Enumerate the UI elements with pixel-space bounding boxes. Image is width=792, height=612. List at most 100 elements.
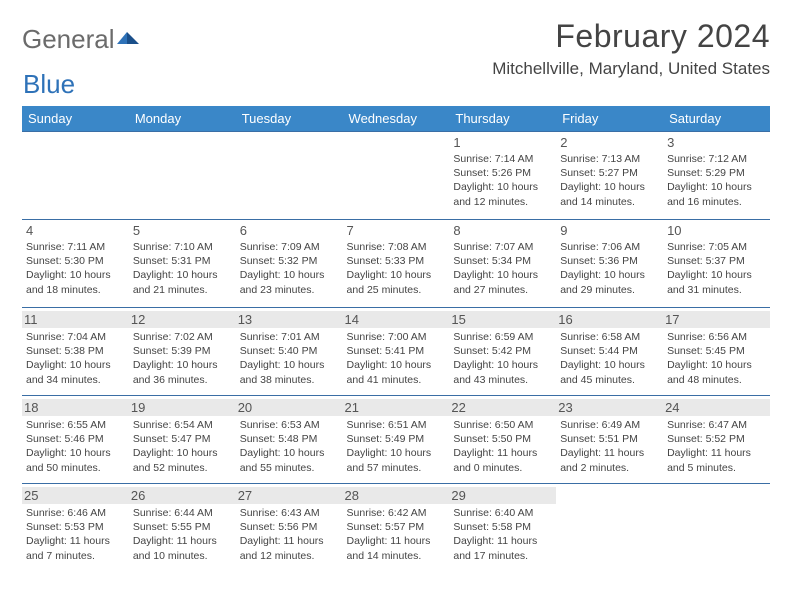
day-number: 18: [22, 399, 129, 416]
calendar-day: 26 Sunrise: 6:44 AMSunset: 5:55 PMDayligh…: [129, 484, 236, 572]
day-header-row: SundayMondayTuesdayWednesdayThursdayFrid…: [22, 106, 770, 132]
day-info: Sunrise: 7:01 AMSunset: 5:40 PMDaylight:…: [240, 330, 339, 387]
calendar-day: 24Sunrise: 6:47 AMSunset: 5:52 PMDayligh…: [663, 396, 770, 484]
day-info: Sunrise: 7:11 AMSunset: 5:30 PMDaylight:…: [26, 240, 125, 297]
day-number: 12: [129, 311, 236, 328]
calendar-day: 29 Sunrise: 6:40 AMSunset: 5:58 PMDayligh…: [449, 484, 556, 572]
day-info: Sunrise: 7:05 AMSunset: 5:37 PMDaylight:…: [667, 240, 766, 297]
day-info: Sunrise: 6:51 AMSunset: 5:49 PMDaylight:…: [347, 418, 446, 475]
day-number: 3: [667, 135, 766, 150]
logo-mark-icon: [117, 22, 139, 53]
day-info: Sunrise: 6:44 AMSunset: 5:55 PMDaylight:…: [133, 506, 232, 563]
day-number: 21: [343, 399, 450, 416]
day-info: Sunrise: 6:40 AMSunset: 5:58 PMDaylight:…: [453, 506, 552, 563]
calendar-day: 11 Sunrise: 7:04 AMSunset: 5:38 PMDayligh…: [22, 308, 129, 396]
calendar-week: 11 Sunrise: 7:04 AMSunset: 5:38 PMDayligh…: [22, 308, 770, 396]
day-header: Thursday: [449, 106, 556, 132]
day-number: 20: [236, 399, 343, 416]
calendar-week: 1Sunrise: 7:14 AMSunset: 5:26 PMDaylight…: [22, 132, 770, 220]
day-info: Sunrise: 6:46 AMSunset: 5:53 PMDaylight:…: [26, 506, 125, 563]
day-number: 13: [236, 311, 343, 328]
day-header: Wednesday: [343, 106, 450, 132]
day-info: Sunrise: 6:54 AMSunset: 5:47 PMDaylight:…: [133, 418, 232, 475]
day-number: 26: [129, 487, 236, 504]
day-info: Sunrise: 7:13 AMSunset: 5:27 PMDaylight:…: [560, 152, 659, 209]
day-number: 11: [22, 311, 129, 328]
day-info: Sunrise: 7:00 AMSunset: 5:41 PMDaylight:…: [347, 330, 446, 387]
calendar-day: 12 Sunrise: 7:02 AMSunset: 5:39 PMDayligh…: [129, 308, 236, 396]
logo: General: [22, 18, 139, 55]
day-number: 14: [343, 311, 450, 328]
calendar-table: SundayMondayTuesdayWednesdayThursdayFrid…: [22, 106, 770, 572]
calendar-day: 7 Sunrise: 7:08 AMSunset: 5:33 PMDaylight…: [343, 220, 450, 308]
day-info: Sunrise: 6:58 AMSunset: 5:44 PMDaylight:…: [560, 330, 659, 387]
calendar-page: General February 2024 Mitchellville, Mar…: [0, 0, 792, 590]
title-block: February 2024 Mitchellville, Maryland, U…: [492, 18, 770, 79]
day-info: Sunrise: 6:42 AMSunset: 5:57 PMDaylight:…: [347, 506, 446, 563]
day-info: Sunrise: 7:09 AMSunset: 5:32 PMDaylight:…: [240, 240, 339, 297]
calendar-day: [663, 484, 770, 572]
calendar-day: 5 Sunrise: 7:10 AMSunset: 5:31 PMDaylight…: [129, 220, 236, 308]
day-number: 29: [449, 487, 556, 504]
day-number: 2: [560, 135, 659, 150]
day-number: 23: [556, 399, 663, 416]
calendar-day: 28 Sunrise: 6:42 AMSunset: 5:57 PMDayligh…: [343, 484, 450, 572]
calendar-day: 25 Sunrise: 6:46 AMSunset: 5:53 PMDayligh…: [22, 484, 129, 572]
month-title: February 2024: [492, 18, 770, 55]
calendar-day: 20 Sunrise: 6:53 AMSunset: 5:48 PMDayligh…: [236, 396, 343, 484]
calendar-day: [22, 132, 129, 220]
day-number: 24: [663, 399, 770, 416]
day-info: Sunrise: 7:14 AMSunset: 5:26 PMDaylight:…: [453, 152, 552, 209]
calendar-day: 18 Sunrise: 6:55 AMSunset: 5:46 PMDayligh…: [22, 396, 129, 484]
day-info: Sunrise: 6:53 AMSunset: 5:48 PMDaylight:…: [240, 418, 339, 475]
day-info: Sunrise: 6:55 AMSunset: 5:46 PMDaylight:…: [26, 418, 125, 475]
calendar-day: 2 Sunrise: 7:13 AMSunset: 5:27 PMDaylight…: [556, 132, 663, 220]
calendar-day: 3 Sunrise: 7:12 AMSunset: 5:29 PMDaylight…: [663, 132, 770, 220]
day-number: 8: [453, 223, 552, 238]
day-info: Sunrise: 6:43 AMSunset: 5:56 PMDaylight:…: [240, 506, 339, 563]
day-info: Sunrise: 6:56 AMSunset: 5:45 PMDaylight:…: [667, 330, 766, 387]
day-info: Sunrise: 6:59 AMSunset: 5:42 PMDaylight:…: [453, 330, 552, 387]
day-header: Tuesday: [236, 106, 343, 132]
day-number: 25: [22, 487, 129, 504]
day-info: Sunrise: 7:08 AMSunset: 5:33 PMDaylight:…: [347, 240, 446, 297]
calendar-day: [343, 132, 450, 220]
day-number: 5: [133, 223, 232, 238]
day-number: 15: [449, 311, 556, 328]
day-info: Sunrise: 7:02 AMSunset: 5:39 PMDaylight:…: [133, 330, 232, 387]
day-number: 19: [129, 399, 236, 416]
calendar-day: 4Sunrise: 7:11 AMSunset: 5:30 PMDaylight…: [22, 220, 129, 308]
calendar-week: 4Sunrise: 7:11 AMSunset: 5:30 PMDaylight…: [22, 220, 770, 308]
calendar-day: [129, 132, 236, 220]
calendar-day: [236, 132, 343, 220]
day-number: 7: [347, 223, 446, 238]
calendar-day: 16 Sunrise: 6:58 AMSunset: 5:44 PMDayligh…: [556, 308, 663, 396]
calendar-day: 17 Sunrise: 6:56 AMSunset: 5:45 PMDayligh…: [663, 308, 770, 396]
day-number: 22: [449, 399, 556, 416]
calendar-day: [556, 484, 663, 572]
day-info: Sunrise: 6:50 AMSunset: 5:50 PMDaylight:…: [453, 418, 552, 475]
day-header: Sunday: [22, 106, 129, 132]
calendar-day: 14 Sunrise: 7:00 AMSunset: 5:41 PMDayligh…: [343, 308, 450, 396]
calendar-day: 22 Sunrise: 6:50 AMSunset: 5:50 PMDayligh…: [449, 396, 556, 484]
day-info: Sunrise: 7:12 AMSunset: 5:29 PMDaylight:…: [667, 152, 766, 209]
day-info: Sunrise: 7:10 AMSunset: 5:31 PMDaylight:…: [133, 240, 232, 297]
location: Mitchellville, Maryland, United States: [492, 59, 770, 79]
day-number: 17: [663, 311, 770, 328]
day-info: Sunrise: 6:49 AMSunset: 5:51 PMDaylight:…: [560, 418, 659, 475]
day-number: 6: [240, 223, 339, 238]
day-number: 28: [343, 487, 450, 504]
logo-text-blue: Blue: [23, 69, 75, 100]
day-header: Friday: [556, 106, 663, 132]
calendar-day: 27 Sunrise: 6:43 AMSunset: 5:56 PMDayligh…: [236, 484, 343, 572]
day-info: Sunrise: 7:04 AMSunset: 5:38 PMDaylight:…: [26, 330, 125, 387]
day-number: 27: [236, 487, 343, 504]
calendar-day: 23 Sunrise: 6:49 AMSunset: 5:51 PMDayligh…: [556, 396, 663, 484]
day-info: Sunrise: 7:06 AMSunset: 5:36 PMDaylight:…: [560, 240, 659, 297]
day-number: 9: [560, 223, 659, 238]
calendar-day: 10Sunrise: 7:05 AMSunset: 5:37 PMDayligh…: [663, 220, 770, 308]
day-number: 16: [556, 311, 663, 328]
calendar-day: 8 Sunrise: 7:07 AMSunset: 5:34 PMDaylight…: [449, 220, 556, 308]
calendar-week: 25 Sunrise: 6:46 AMSunset: 5:53 PMDayligh…: [22, 484, 770, 572]
day-info: Sunrise: 7:07 AMSunset: 5:34 PMDaylight:…: [453, 240, 552, 297]
